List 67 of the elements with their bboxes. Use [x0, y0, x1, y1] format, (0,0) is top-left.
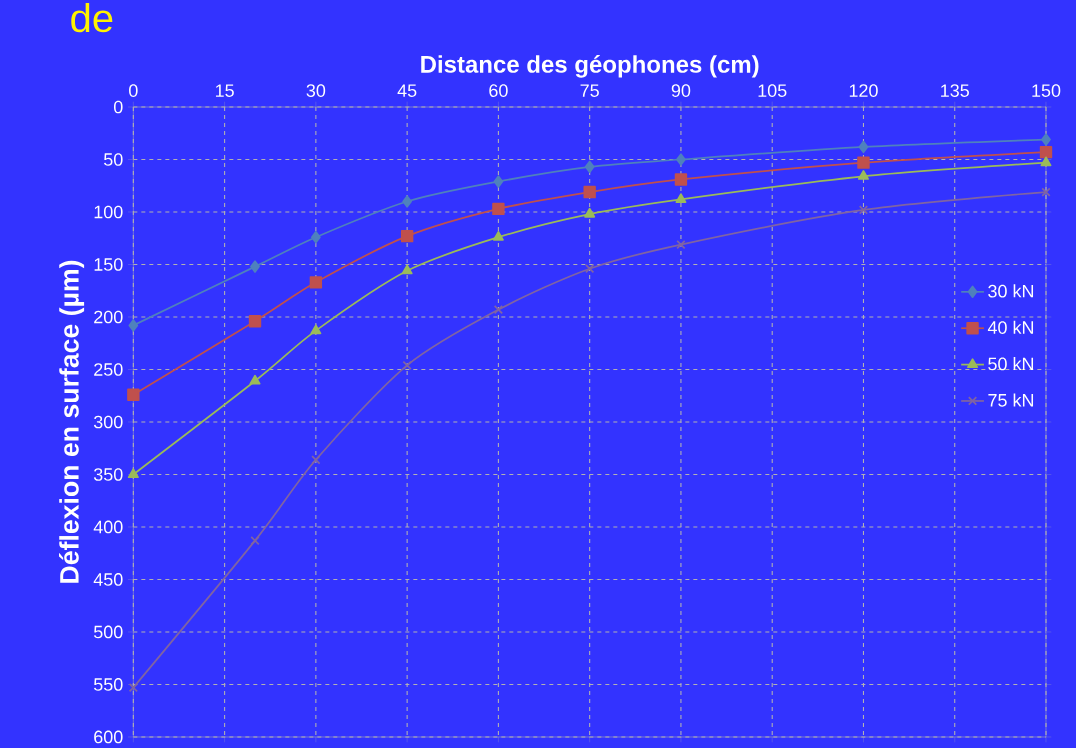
x-axis-title: Distance des géophones (cm) — [421, 55, 759, 78]
legend-label: 40 kN — [987, 320, 1034, 334]
point — [858, 140, 869, 154]
x-tick-label: 60 — [489, 84, 508, 97]
point — [584, 160, 595, 174]
point — [127, 468, 139, 479]
x-tick-label: 120 — [849, 84, 878, 97]
y-tick-label: 300 — [93, 415, 123, 429]
point — [249, 374, 261, 385]
x-tick-label: 15 — [215, 84, 234, 97]
point — [127, 388, 140, 401]
y-tick-label: 150 — [94, 258, 123, 271]
y-tick-label: 450 — [93, 573, 123, 586]
point — [583, 185, 596, 199]
point — [1039, 145, 1053, 159]
point — [309, 276, 323, 289]
point — [128, 683, 138, 693]
x-tick-label: 135 — [941, 84, 969, 97]
point — [1041, 133, 1051, 146]
x-tick-label: 105 — [758, 84, 787, 97]
point — [250, 260, 260, 273]
legend-label: 30 kN — [988, 284, 1034, 298]
y-axis-title: Déflexion en surface (µm) — [59, 260, 85, 583]
point — [492, 202, 505, 216]
text: de — [71, 2, 113, 33]
point — [676, 153, 686, 166]
point — [311, 455, 321, 465]
point — [400, 229, 414, 243]
x-tick-label: 150 — [1032, 84, 1061, 97]
y-tick-label: 200 — [94, 310, 123, 324]
point — [248, 314, 262, 328]
y-tick-label: 100 — [94, 205, 123, 219]
point — [585, 264, 595, 274]
y-tick-label: 550 — [93, 678, 123, 691]
x-tick-label: 0 — [129, 84, 138, 97]
legend-label: 75 kN — [988, 393, 1034, 407]
y-tick-label: 400 — [93, 520, 123, 534]
point — [1040, 156, 1052, 167]
point — [492, 231, 504, 241]
point — [493, 305, 504, 315]
point — [401, 264, 413, 275]
y-tick-label: 500 — [93, 625, 123, 639]
point — [250, 536, 260, 546]
y-tick-label: 50 — [103, 153, 123, 166]
point — [493, 175, 504, 188]
point — [311, 231, 321, 244]
x-tick-label: 45 — [397, 84, 417, 97]
x-tick-label: 75 — [580, 84, 599, 97]
x-tick-label: 90 — [671, 84, 691, 97]
y-tick-label: 600 — [94, 730, 123, 744]
point — [857, 170, 869, 180]
y-tick-label: 250 — [94, 363, 123, 376]
legend-label: 50 kN — [988, 357, 1034, 371]
point — [1041, 187, 1051, 197]
y-tick-label: 0 — [113, 100, 123, 114]
point — [128, 319, 139, 332]
point — [674, 173, 688, 186]
point — [858, 205, 869, 215]
point — [402, 360, 412, 370]
x-tick-label: 30 — [306, 84, 326, 97]
point — [584, 207, 596, 218]
point — [676, 239, 686, 250]
point — [857, 156, 870, 169]
point — [310, 324, 322, 335]
point — [675, 193, 687, 203]
point — [402, 195, 412, 208]
y-tick-label: 350 — [93, 468, 123, 481]
